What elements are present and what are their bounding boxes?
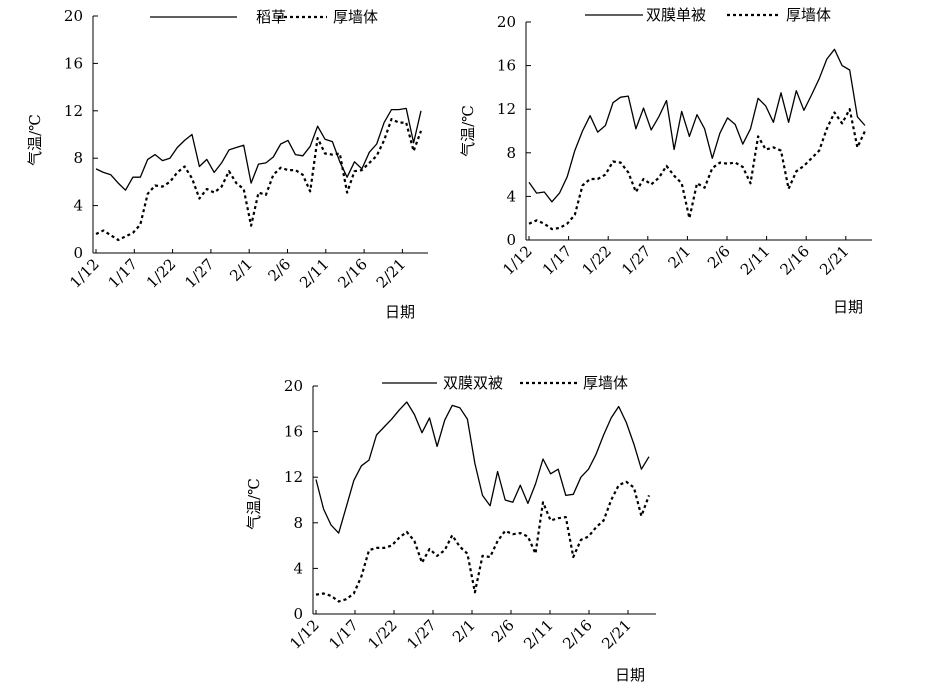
y-tick-label: 8 (293, 514, 303, 532)
x-axis-label: 日期 (833, 298, 863, 316)
x-axis-label: 日期 (385, 303, 415, 321)
y-tick-label: 0 (506, 231, 516, 249)
x-tick-label: 2/16 (559, 616, 596, 653)
x-axis-label: 日期 (615, 666, 645, 684)
legend-label-2: 厚墙体 (583, 374, 628, 392)
legend-label-2: 厚墙体 (786, 6, 831, 24)
x-tick-label: 2/1 (226, 255, 256, 285)
y-tick-label: 20 (64, 7, 83, 25)
y-tick-label: 20 (284, 377, 303, 395)
x-tick-label: 1/22 (364, 616, 401, 653)
legend-label-2: 厚墙体 (333, 8, 378, 26)
y-tick-label: 0 (293, 605, 303, 623)
x-tick-label: 2/16 (776, 242, 813, 279)
y-tick-label: 4 (73, 197, 83, 215)
x-tick-label: 2/6 (704, 242, 734, 272)
chart-panel-1: 0 4 8 12 16 20 1/12 1/17 1/22 1/27 2/1 2/6 2/11 2/16 2… (26, 7, 428, 321)
x-tick-label: 1/12 (286, 616, 323, 653)
x-tick-label: 2/21 (598, 616, 635, 653)
y-tick-label: 16 (497, 57, 516, 75)
x-tick-label: 1/27 (181, 255, 218, 292)
series-line-1 (95, 107, 422, 191)
x-tick-label: 1/17 (105, 255, 142, 292)
x-tick-label: 2/21 (816, 242, 853, 279)
y-tick-label: 8 (73, 149, 83, 167)
y-tick-label: 12 (284, 468, 303, 486)
y-tick-label: 4 (506, 187, 516, 205)
x-tick-label: 1/27 (618, 242, 655, 279)
y-tick-label: 12 (497, 100, 516, 118)
x-tick-label: 2/6 (488, 616, 518, 646)
x-tick-label: 1/22 (143, 255, 180, 292)
x-tick-label: 1/12 (66, 255, 103, 292)
x-tick-label: 1/17 (539, 242, 576, 279)
y-tick-label: 8 (506, 144, 516, 162)
series-line-2 (315, 480, 651, 603)
legend-label-1: 稻草 (256, 8, 286, 26)
x-tick-label: 2/1 (664, 242, 694, 272)
chart-panel-2: 0 4 8 12 16 20 1/12 1/17 1/22 1/27 2/1 2/6 2/11 2/16 2… (459, 6, 872, 316)
x-tick-label: 1/22 (578, 242, 615, 279)
series-line-1 (315, 401, 650, 534)
x-tick-label: 2/6 (265, 255, 295, 285)
series-line-2 (528, 108, 866, 231)
x-tick-label: 1/27 (403, 616, 440, 653)
y-tick-label: 16 (284, 423, 303, 441)
x-tick-label: 1/12 (499, 242, 536, 279)
y-tick-label: 20 (497, 13, 516, 31)
legend-label-1: 双膜单被 (646, 6, 706, 24)
x-tick-label: 2/1 (449, 616, 479, 646)
y-tick-label: 12 (64, 102, 83, 120)
series-line-1 (528, 48, 866, 203)
x-tick-label: 1/17 (325, 616, 362, 653)
series-line-2 (95, 117, 423, 242)
x-tick-label: 2/11 (296, 255, 333, 292)
chart-panel-3: 0 4 8 12 16 20 1/12 1/17 1/22 1/27 2/1 2/6 2/11 2/16 2… (245, 374, 656, 684)
x-tick-label: 2/16 (334, 255, 371, 292)
y-axis-label: 气温/℃ (26, 114, 44, 166)
x-tick-label: 2/11 (520, 616, 557, 653)
y-tick-label: 4 (293, 559, 303, 577)
x-tick-label: 2/21 (373, 255, 410, 292)
y-tick-label: 0 (73, 244, 83, 262)
y-tick-label: 16 (64, 54, 83, 72)
legend-label-1: 双膜双被 (443, 374, 503, 392)
x-tick-label: 2/11 (737, 242, 774, 279)
y-axis-label: 气温/℃ (459, 105, 477, 157)
y-axis-label: 气温/℃ (245, 478, 263, 530)
